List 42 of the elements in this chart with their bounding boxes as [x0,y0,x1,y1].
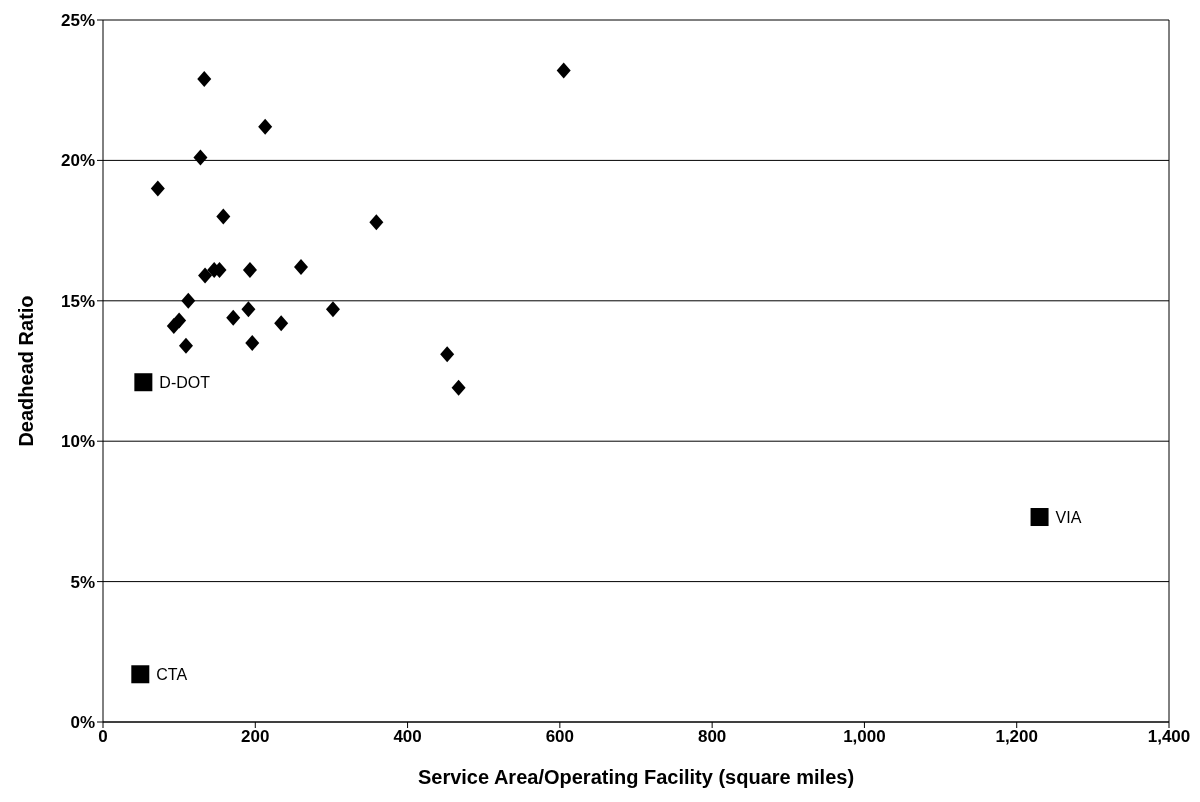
point [131,665,150,684]
point [181,292,196,309]
point [216,208,231,225]
x-tick-label: 800 [697,727,727,747]
point [226,309,241,326]
point [440,346,455,363]
point [1030,508,1049,527]
point [179,337,193,354]
point [451,379,466,396]
point [274,315,289,332]
x-tick-label: 1,200 [995,727,1038,747]
y-tick-label: 25% [60,11,95,31]
point [166,318,181,335]
point [556,62,571,79]
point [258,118,273,135]
x-tick-label: 1,400 [1147,727,1191,747]
point [293,259,308,276]
x-tick-label: 600 [545,727,575,747]
point [134,373,153,392]
x-tick-label: 200 [241,727,270,747]
annotation: VIA [1055,509,1082,527]
point [242,261,257,278]
point [245,334,260,351]
x-tick-label: 400 [393,727,422,747]
y-tick-label: 15% [60,291,95,311]
point [193,149,208,166]
point [369,214,384,231]
y-tick-label: 10% [60,432,95,452]
point [198,267,213,284]
point [241,301,256,318]
annotation: D-DOT [159,374,211,392]
point [325,301,340,318]
x-tick-label: 1,000 [843,727,886,747]
y-tick-label: 0% [70,713,95,733]
point [150,180,165,197]
y-tick-label: 20% [60,151,95,171]
x-axis-title: Service Area/Operating Facility (square miles) [417,766,855,788]
y-tick-label: 5% [70,572,95,592]
annotation: CTA [156,666,188,684]
y-axis-title: Deadhead Ratio [15,295,38,447]
point [197,70,212,87]
x-tick-label: 0 [98,727,108,747]
